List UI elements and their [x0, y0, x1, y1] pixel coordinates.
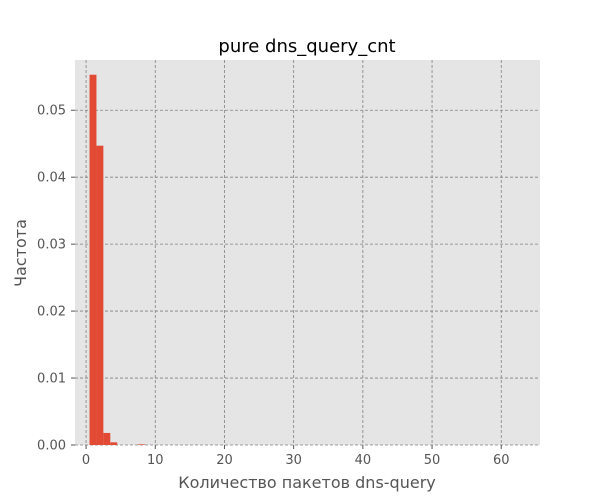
chart-title: pure dns_query_cnt — [218, 36, 395, 57]
x-tick-label: 10 — [147, 453, 164, 468]
x-tick-label: 30 — [285, 453, 302, 468]
grid-lines — [75, 60, 540, 446]
x-tick-label: 20 — [216, 453, 233, 468]
y-tick-label: 0.02 — [37, 305, 66, 320]
histogram-bar — [103, 432, 111, 445]
plot-background — [75, 60, 540, 445]
histogram-bars — [89, 74, 145, 445]
y-tick-label: 0.05 — [37, 104, 66, 119]
x-tick-label: 0 — [82, 453, 90, 468]
histogram-bar — [96, 145, 104, 445]
y-axis-label: Частота — [11, 219, 30, 287]
y-tick-label: 0.04 — [37, 171, 66, 186]
x-axis-ticks: 0 10 20 30 40 50 60 — [82, 445, 510, 468]
x-tick-label: 60 — [493, 453, 510, 468]
histogram-bar — [110, 442, 118, 445]
histogram-bar — [137, 444, 145, 445]
histogram-bar — [89, 74, 97, 445]
y-tick-label: 0.01 — [37, 372, 66, 387]
y-tick-label: 0.03 — [37, 238, 66, 253]
x-tick-label: 50 — [424, 453, 441, 468]
x-axis-label: Количество пакетов dns-query — [178, 473, 435, 492]
y-axis-ticks: 0.00 0.01 0.02 0.03 0.04 0.05 — [37, 104, 75, 454]
y-tick-label: 0.00 — [37, 439, 66, 454]
x-tick-label: 40 — [355, 453, 372, 468]
